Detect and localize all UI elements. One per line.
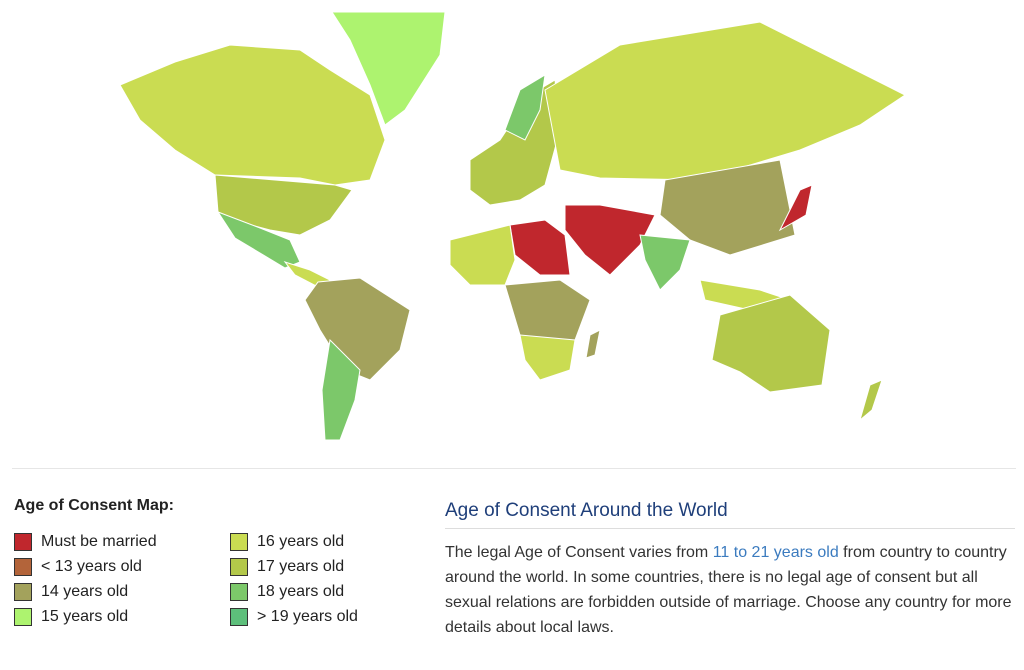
legend-label: 17 years old [257, 558, 345, 575]
legend-item: 16 years old [230, 533, 344, 551]
legend-swatch [230, 608, 248, 626]
title-rule [445, 528, 1015, 529]
greenland[interactable] [331, 11, 446, 126]
middle-east[interactable] [564, 204, 656, 276]
legend-swatch [230, 558, 248, 576]
legend-swatch [230, 533, 248, 551]
separator [12, 468, 1016, 469]
japan[interactable] [778, 184, 813, 232]
south-africa[interactable] [519, 334, 576, 381]
legend-label: 14 years old [41, 583, 129, 600]
brazil[interactable] [304, 277, 411, 381]
legend-item: < 13 years old [14, 558, 142, 576]
text: The legal Age of Consent varies from [445, 544, 713, 561]
legend-swatch [14, 558, 32, 576]
legend-label: < 13 years old [41, 558, 142, 575]
north-africa[interactable] [509, 219, 571, 276]
australia[interactable] [711, 294, 831, 393]
russia[interactable] [544, 21, 906, 181]
legend-label: 18 years old [257, 583, 345, 600]
legend-label: Must be married [41, 533, 157, 550]
legend-swatch [14, 608, 32, 626]
madagascar[interactable] [585, 329, 601, 359]
link[interactable]: 11 to 21 years old [712, 544, 839, 561]
legend-title: Age of Consent Map: [14, 497, 174, 514]
legend-swatch [14, 583, 32, 601]
legend-item: 15 years old [14, 608, 128, 626]
legend-item: 18 years old [230, 583, 344, 601]
article-text: The legal Age of Consent varies from 11 … [445, 540, 1017, 640]
world-map [119, 11, 906, 441]
new-zealand[interactable] [859, 379, 883, 422]
legend-item: > 19 years old [230, 608, 358, 626]
text: from country to country around the world… [445, 544, 1012, 636]
argentina[interactable] [321, 338, 361, 441]
legend-swatch [14, 533, 32, 551]
china[interactable] [659, 159, 796, 256]
legend-item: Must be married [14, 533, 157, 551]
scandinavia[interactable] [504, 74, 546, 141]
india[interactable] [639, 234, 691, 291]
legend-swatch [230, 583, 248, 601]
article-title: Age of Consent Around the World [445, 500, 728, 521]
legend-label: > 19 years old [257, 608, 358, 625]
legend-label: 15 years old [41, 608, 129, 625]
legend-label: 16 years old [257, 533, 345, 550]
canada[interactable] [119, 44, 386, 186]
legend-item: 17 years old [230, 558, 344, 576]
west-africa[interactable] [449, 224, 516, 286]
legend-item: 14 years old [14, 583, 128, 601]
